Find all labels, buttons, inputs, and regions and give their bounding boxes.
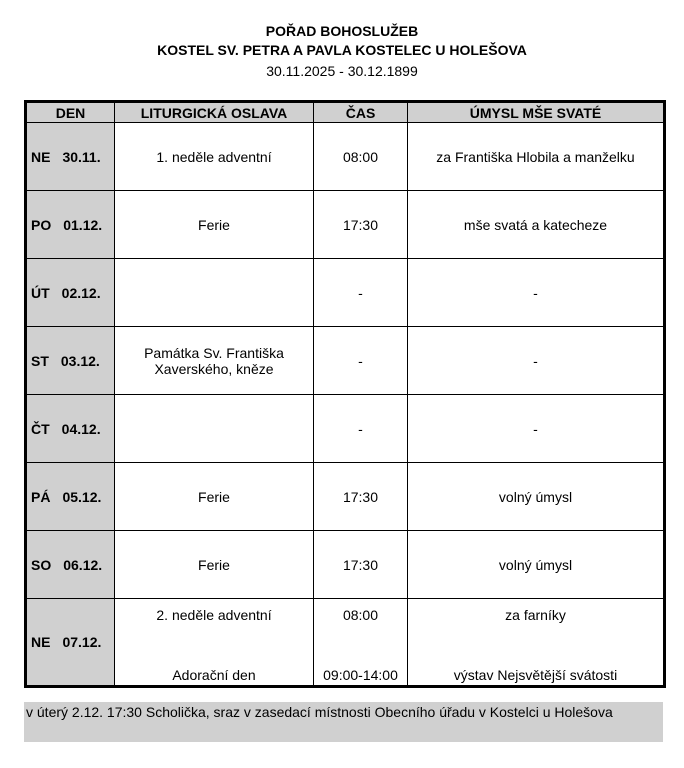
intention-cell: - (407, 394, 665, 463)
time-cell: - (313, 326, 408, 395)
day-cell: ČT 04.12. (25, 394, 115, 463)
time-cell: 08:00 (313, 122, 408, 191)
time-text: 17:30 (342, 556, 379, 573)
celebration-text: Ferie (198, 556, 230, 573)
intention-text: mše svatá a katecheze (463, 216, 608, 233)
date: 04.12. (61, 420, 101, 437)
day-cell: PÁ 05.12. (25, 462, 115, 531)
time-text: 08:00 (342, 148, 379, 165)
day-cell: ÚT 02.12. (25, 258, 115, 327)
table-row: ČT 04.12. - - (25, 394, 665, 463)
intention-cell: - (407, 326, 665, 395)
weekday: SO (31, 556, 52, 573)
day-cell: PO 01.12. (25, 190, 115, 259)
celebration-cell: 1. neděle adventní (114, 122, 314, 191)
intention-text: - (533, 420, 538, 437)
time-text: 09:00-14:00 (323, 667, 398, 683)
date: 03.12. (60, 352, 100, 369)
time-text: - (358, 420, 363, 437)
weekday: NE (31, 148, 51, 165)
document-title: POŘAD BOHOSLUŽEB (265, 23, 419, 39)
intention-cell: mše svatá a katecheze (407, 190, 665, 259)
intention-cell: za farníky výstav Nejsvětější svátosti (407, 598, 665, 687)
intention-text: - (533, 284, 538, 301)
table-row: NE 30.11. 1. neděle adventní 08:00 za Franti… (25, 122, 665, 191)
column-header-intention: ÚMYSL MŠE SVATÉ (407, 101, 665, 123)
table-row: NE 07.12. 2. neděle adventní Adorační den 08… (25, 598, 665, 687)
weekday: NE (31, 634, 51, 650)
date: 07.12. (62, 634, 102, 650)
time-cell: - (313, 258, 408, 327)
celebration-cell: Ferie (114, 190, 314, 259)
table-row: PO 01.12. Ferie 17:30 mše svatá a katecheze (25, 190, 665, 259)
celebration-cell (114, 394, 314, 463)
day-cell: SO 06.12. (25, 530, 115, 599)
weekday: ÚT (31, 284, 50, 301)
church-name: KOSTEL SV. PETRA A PAVLA KOSTELEC U HOLE… (157, 42, 527, 58)
table-row: SO 06.12. Ferie 17:30 volný úmysl (25, 530, 665, 599)
intention-cell: volný úmysl (407, 462, 665, 531)
date: 06.12. (63, 556, 103, 573)
date: 02.12. (61, 284, 101, 301)
celebration-cell: Ferie (114, 530, 314, 599)
intention-text: za Františka Hlobila a manželku (436, 148, 635, 165)
time-cell: 17:30 (313, 530, 408, 599)
intention-text: výstav Nejsvětější svátosti (453, 667, 618, 683)
time-cell: 17:30 (313, 462, 408, 531)
celebration-cell: Památka Sv. Františka Xaverského, kněze (114, 326, 314, 395)
date: 30.11. (62, 148, 101, 165)
weekday: PÁ (31, 488, 51, 505)
time-cell: - (313, 394, 408, 463)
date: 05.12. (62, 488, 102, 505)
table-row: PÁ 05.12. Ferie 17:30 volný úmysl (25, 462, 665, 531)
intention-cell: za Františka Hlobila a manželku (407, 122, 665, 191)
celebration-text: Ferie (198, 488, 230, 505)
time-text: 17:30 (342, 488, 379, 505)
celebration-cell: 2. neděle adventní Adorační den (114, 598, 314, 687)
time-text: - (358, 352, 363, 369)
celebration-text: 2. neděle adventní (156, 607, 272, 623)
intention-text: - (533, 352, 538, 369)
time-cell: 08:00 09:00-14:00 (313, 598, 408, 687)
time-cell: 17:30 (313, 190, 408, 259)
table-header-row: DEN LITURGICKÁ OSLAVA ČAS ÚMYSL MŠE SVAT… (25, 101, 665, 123)
column-header-time: ČAS (313, 101, 408, 123)
intention-cell: volný úmysl (407, 530, 665, 599)
weekday: ST (31, 352, 49, 369)
celebration-cell (114, 258, 314, 327)
day-cell: NE 30.11. (25, 122, 115, 191)
column-header-celebration: LITURGICKÁ OSLAVA (114, 101, 314, 123)
weekday: ČT (31, 420, 50, 437)
intention-text: za farníky (505, 607, 566, 623)
celebration-cell: Ferie (114, 462, 314, 531)
time-text: 08:00 (342, 607, 379, 623)
time-text: 17:30 (342, 216, 379, 233)
table-row: ST 03.12. Památka Sv. Františka Xaverského… (25, 326, 665, 395)
day-cell: NE 07.12. (25, 598, 115, 687)
time-text: - (358, 284, 363, 301)
celebration-text: Památka Sv. Františka Xaverského, kněze (144, 344, 284, 377)
schedule-table: DEN LITURGICKÁ OSLAVA ČAS ÚMYSL MŠE SVAT… (24, 100, 666, 688)
date-range: 30.11.2025 - 30.12.1899 (266, 63, 418, 79)
intention-cell: - (407, 258, 665, 327)
day-cell: ST 03.12. (25, 326, 115, 395)
celebration-text: Adorační den (172, 667, 256, 683)
celebration-text: Ferie (198, 216, 230, 233)
column-header-day: DEN (25, 101, 115, 123)
announcement-note: v úterý 2.12. 17:30 Scholička, sraz v za… (24, 702, 663, 742)
table-row: ÚT 02.12. - - (25, 258, 665, 327)
intention-text: volný úmysl (498, 488, 573, 505)
intention-text: volný úmysl (498, 556, 573, 573)
date: 01.12. (63, 216, 103, 233)
celebration-text: 1. neděle adventní (156, 148, 272, 165)
weekday: PO (31, 216, 52, 233)
